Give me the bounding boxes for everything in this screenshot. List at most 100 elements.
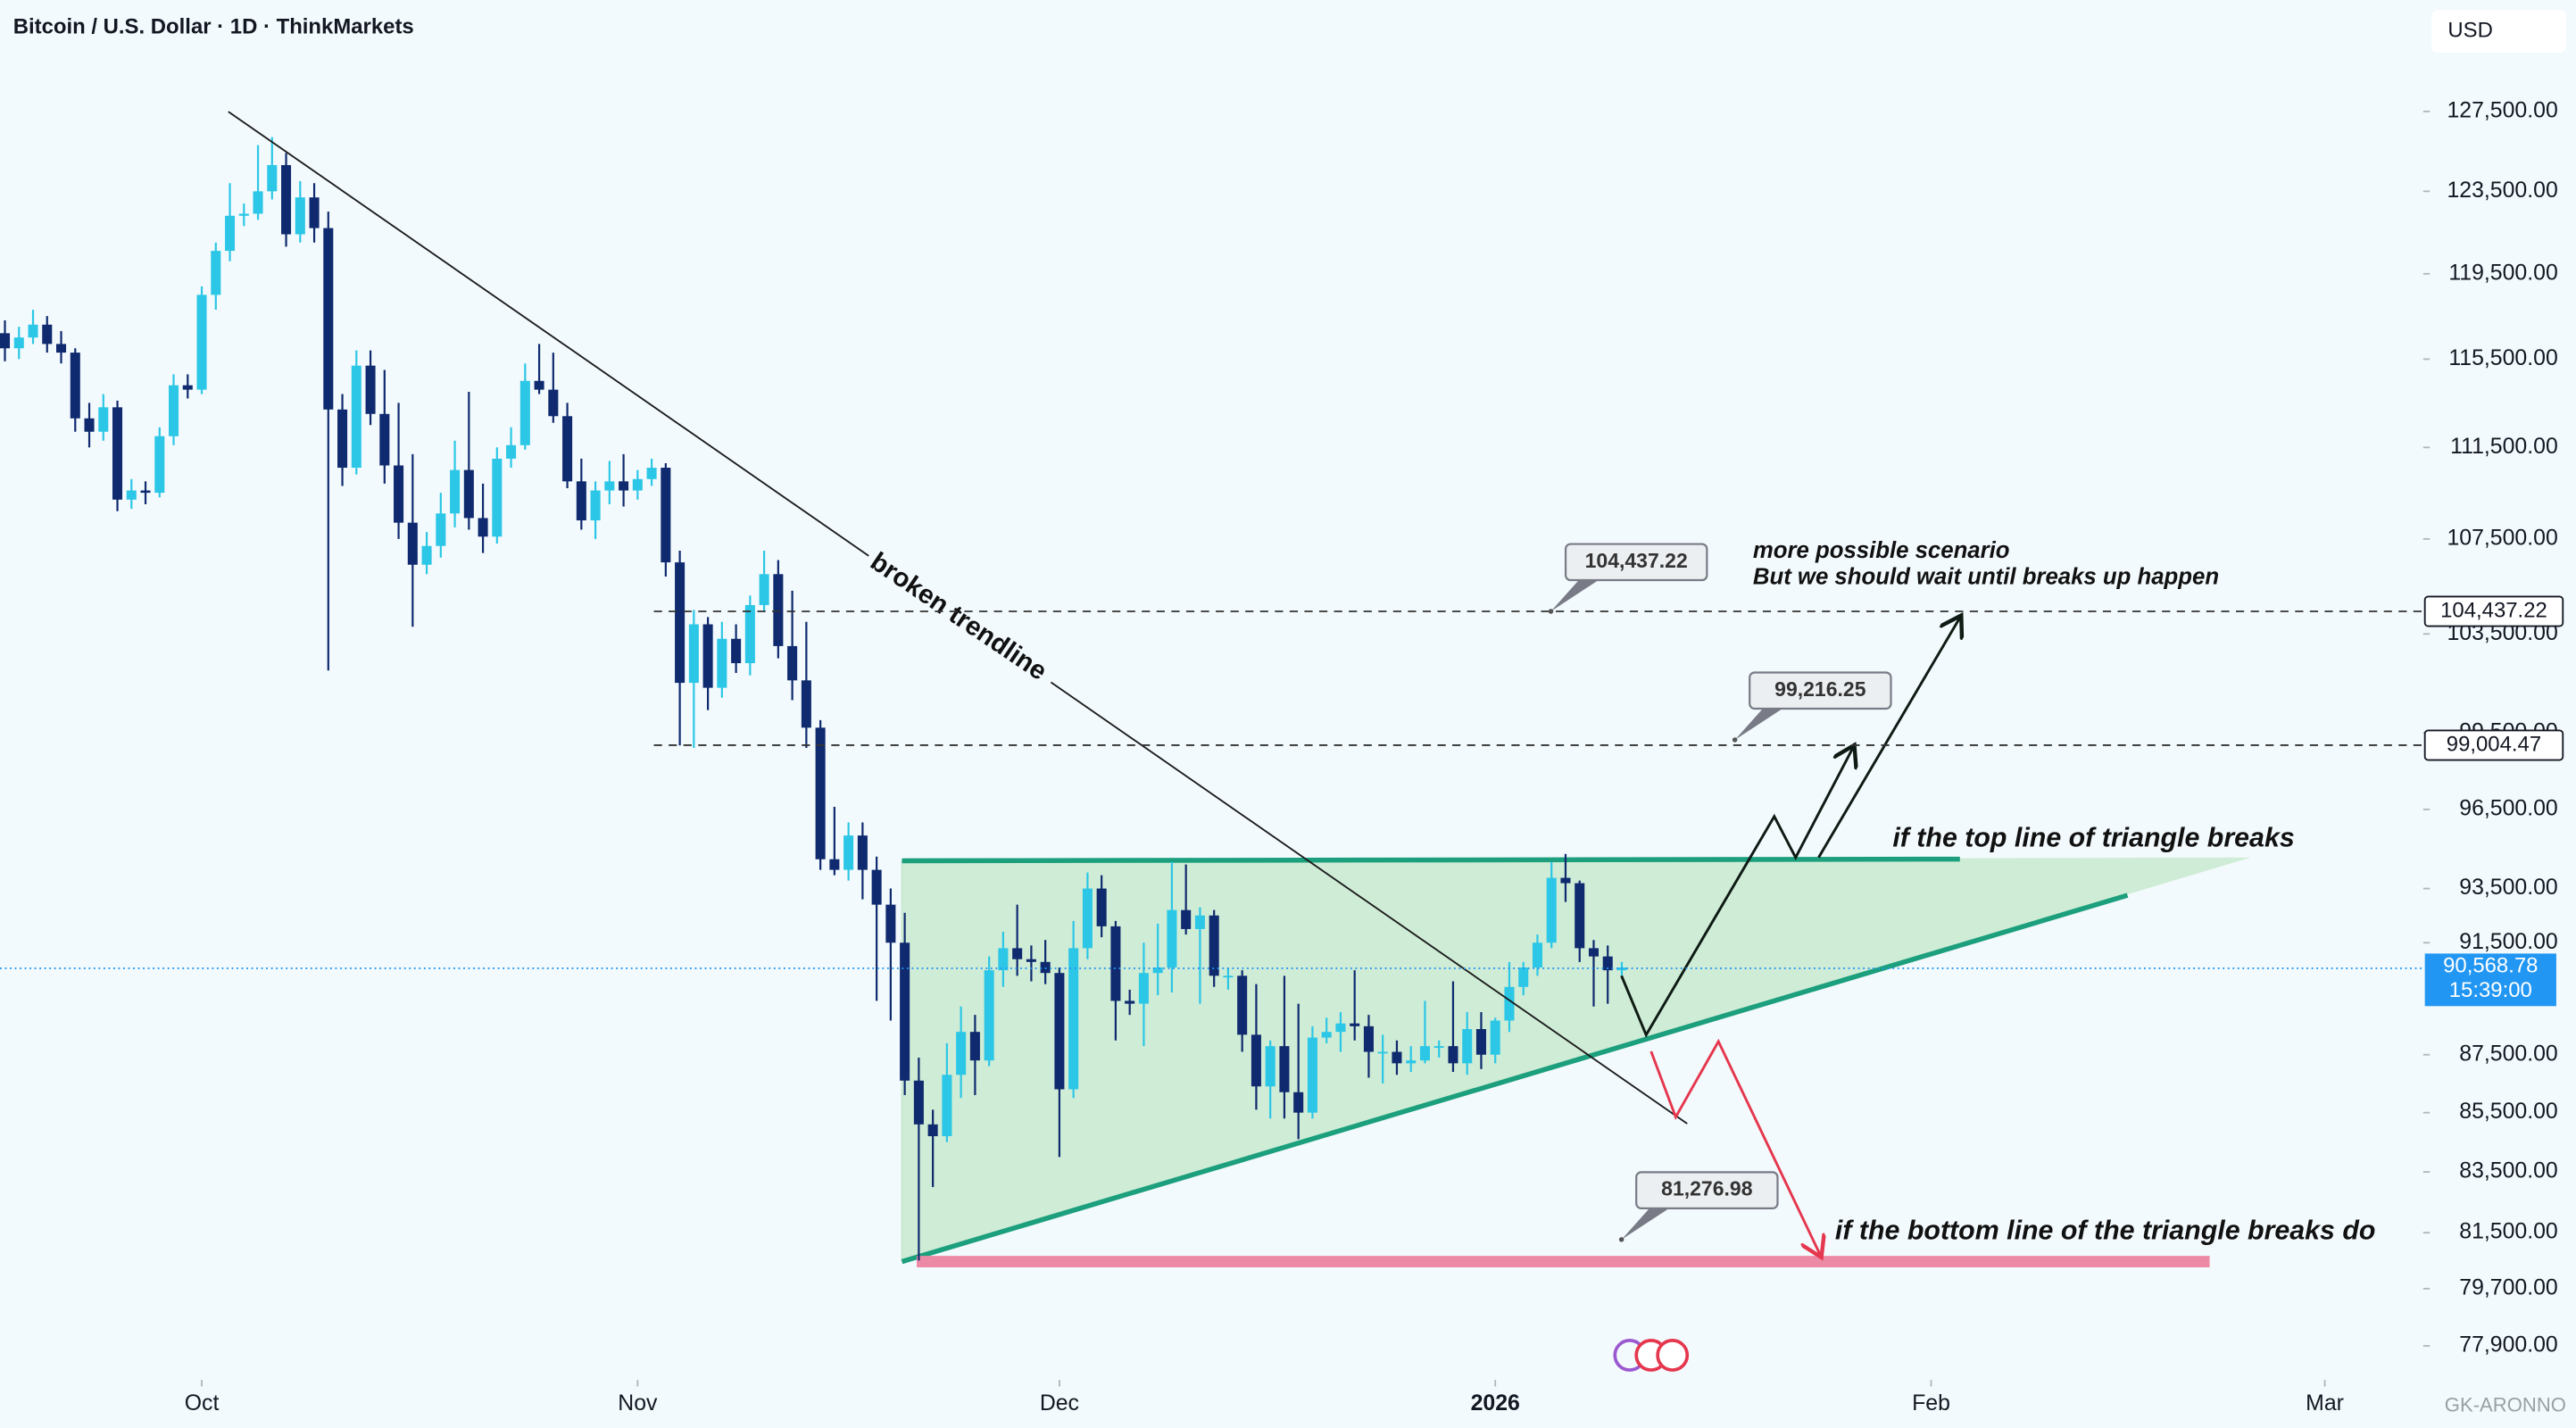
candle-body: [1588, 948, 1599, 957]
bearish-arrow: [1649, 1038, 1821, 1255]
callout-anchor: [1548, 609, 1554, 614]
candle-body: [1462, 1029, 1473, 1064]
candle-body: [829, 859, 840, 870]
y-tick-label: 93,500.00: [2459, 876, 2557, 900]
candle-body: [675, 562, 686, 684]
candle-body: [1377, 1051, 1388, 1054]
candle-body: [70, 353, 80, 419]
candle-body: [519, 380, 530, 445]
candle-body: [238, 213, 249, 216]
candle-body: [969, 1032, 980, 1061]
candle-body: [478, 518, 488, 537]
y-tick-label: 111,500.00: [2450, 435, 2558, 459]
candle-body: [126, 490, 137, 500]
candle-body: [1546, 877, 1557, 943]
candle-body: [998, 948, 1009, 971]
candle-body: [1575, 883, 1585, 949]
candle-body: [309, 197, 320, 228]
callout-box: [1564, 543, 1708, 582]
candle-body: [956, 1032, 967, 1075]
candle-body: [1490, 1020, 1500, 1055]
x-tick-label: Oct: [185, 1391, 220, 1416]
candle-body: [984, 970, 994, 1061]
candle-body: [815, 727, 826, 859]
candle-body: [1265, 1046, 1276, 1087]
candle-body: [773, 574, 784, 646]
candle-body: [1026, 959, 1036, 962]
x-tick-label: Feb: [1912, 1391, 1950, 1416]
candle-body: [1475, 1029, 1486, 1055]
candle-body: [1363, 1025, 1374, 1052]
triangle-top: [902, 856, 1960, 864]
y-tick-label: 77,900.00: [2459, 1333, 2557, 1357]
candle-body: [1419, 1046, 1430, 1061]
candle-body: [1560, 877, 1571, 884]
candle-body: [98, 407, 109, 432]
callout-label: 81,276.98: [1661, 1177, 1753, 1200]
scenario-arrow: [1817, 618, 1960, 859]
candle-body: [1068, 948, 1079, 1090]
y-tick-label: 83,500.00: [2459, 1159, 2557, 1183]
candle-body: [1602, 956, 1613, 971]
candle-body: [942, 1075, 952, 1137]
callout-label: 99,216.25: [1774, 677, 1866, 701]
candle-body: [42, 324, 53, 345]
candle-body: [1181, 909, 1192, 929]
candle-body: [351, 365, 361, 469]
candle-body: [1096, 888, 1107, 926]
candle-body: [1307, 1037, 1317, 1113]
candle-body: [717, 638, 727, 688]
candle-body: [436, 513, 446, 546]
y-tick-label: 85,500.00: [2459, 1100, 2557, 1124]
scenario-note: But we should wait until breaks up happe…: [1753, 565, 2219, 590]
callout-label: 104,437.22: [1585, 549, 1688, 572]
scenario-arrow: [1620, 747, 1854, 1038]
candle-body: [506, 444, 517, 459]
candle-body: [182, 385, 193, 390]
y-tick-label: 115,500.00: [2448, 346, 2557, 370]
candle-body: [1237, 976, 1248, 1035]
candle-body: [13, 337, 24, 349]
candle-body: [731, 638, 742, 664]
candle-body: [1110, 926, 1121, 1001]
candle-body: [1125, 1000, 1135, 1004]
candle-body: [1448, 1046, 1458, 1064]
candle-body: [1138, 973, 1149, 1004]
candle-body: [450, 469, 461, 514]
candle-body: [1012, 948, 1023, 959]
candle-body: [55, 344, 67, 353]
callout-pointer: [1550, 580, 1599, 612]
candle-body: [590, 490, 601, 521]
candle-body: [1279, 1046, 1290, 1092]
candle-body: [1209, 915, 1219, 976]
candle-body: [1392, 1051, 1402, 1064]
currency-box: [2431, 10, 2566, 53]
candle-body: [394, 465, 404, 523]
candle-body: [1518, 967, 1529, 987]
candle-body: [407, 522, 418, 565]
candle-body: [0, 333, 11, 349]
candle-body: [323, 228, 334, 410]
currency: USD: [2447, 18, 2492, 42]
top-break-note: if the top line of triangle breaks: [1892, 824, 2294, 853]
countdown: 15:39:00: [2449, 978, 2532, 1002]
candle-body: [1504, 986, 1515, 1021]
candle-body: [619, 481, 629, 491]
candle-body: [365, 365, 376, 414]
candle-body: [843, 835, 854, 870]
candle-body: [112, 407, 123, 500]
y-tick-label: 123,500.00: [2447, 178, 2557, 203]
candle-body: [28, 324, 38, 338]
callout-box: [1749, 671, 1892, 710]
candle-body: [1433, 1046, 1444, 1048]
candle-body: [1152, 967, 1163, 974]
y-tick-label: 87,500.00: [2459, 1042, 2557, 1066]
candle-body: [787, 645, 798, 681]
candle-body: [492, 458, 503, 537]
candle-body: [154, 436, 165, 494]
plot-area: broken trendline more possible scenario …: [0, 111, 2423, 1267]
candle-body: [688, 624, 699, 684]
symbol-title: Bitcoin / U.S. Dollar · 1D · ThinkMarket…: [13, 15, 414, 39]
y-tick-label: 81,500.00: [2459, 1220, 2557, 1244]
candle-body: [632, 478, 643, 491]
